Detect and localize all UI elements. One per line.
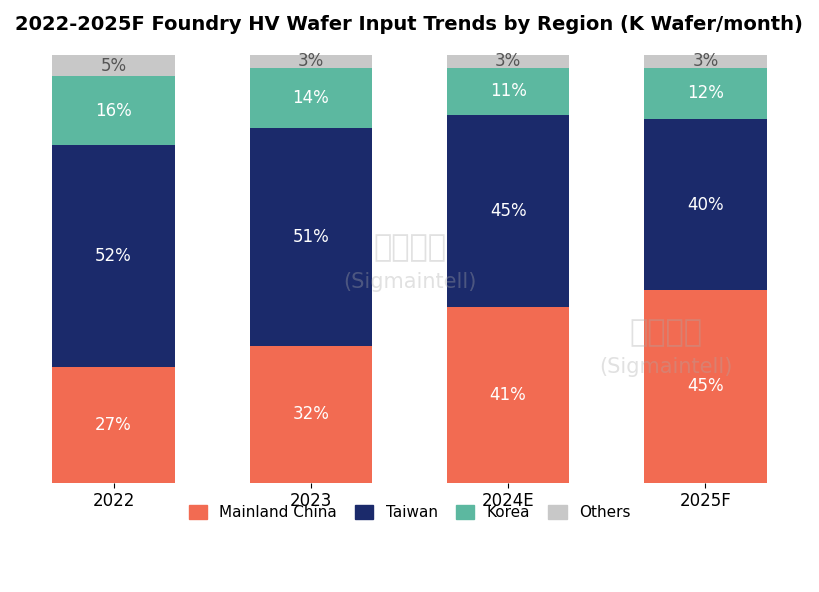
Bar: [645, 119, 767, 290]
Text: 51%: 51%: [292, 228, 329, 246]
Text: 5%: 5%: [101, 57, 127, 75]
Bar: [645, 290, 767, 482]
Bar: [250, 346, 372, 482]
Text: (Sigmaintell): (Sigmaintell): [343, 272, 476, 292]
Text: 11%: 11%: [490, 82, 527, 101]
Bar: [52, 76, 174, 145]
Text: 45%: 45%: [490, 202, 527, 220]
Text: 32%: 32%: [292, 405, 329, 423]
Text: 40%: 40%: [687, 195, 724, 214]
Text: 群智咨询: 群智咨询: [630, 318, 703, 348]
Bar: [52, 367, 174, 482]
Text: 3%: 3%: [692, 53, 718, 70]
Text: 41%: 41%: [490, 386, 527, 404]
Bar: [645, 68, 767, 119]
Bar: [447, 55, 569, 68]
Text: 14%: 14%: [292, 89, 329, 107]
Bar: [645, 55, 767, 68]
Legend: Mainland China, Taiwan, Korea, Others: Mainland China, Taiwan, Korea, Others: [183, 499, 636, 526]
Text: (Sigmaintell): (Sigmaintell): [600, 357, 733, 377]
Text: 27%: 27%: [95, 416, 132, 434]
Bar: [250, 128, 372, 346]
Text: 群智咨询: 群智咨询: [373, 233, 446, 262]
Bar: [52, 55, 174, 76]
Bar: [250, 68, 372, 128]
Bar: [447, 68, 569, 115]
Text: 12%: 12%: [687, 85, 724, 102]
Bar: [447, 307, 569, 482]
Bar: [52, 145, 174, 367]
Text: 3%: 3%: [495, 53, 521, 70]
Bar: [250, 55, 372, 68]
Text: 3%: 3%: [298, 53, 324, 70]
Text: 2022-2025F Foundry HV Wafer Input Trends by Region (K Wafer/month): 2022-2025F Foundry HV Wafer Input Trends…: [15, 15, 803, 34]
Text: 45%: 45%: [687, 377, 724, 395]
Text: 52%: 52%: [95, 247, 132, 265]
Text: 16%: 16%: [95, 102, 132, 120]
Bar: [447, 115, 569, 307]
